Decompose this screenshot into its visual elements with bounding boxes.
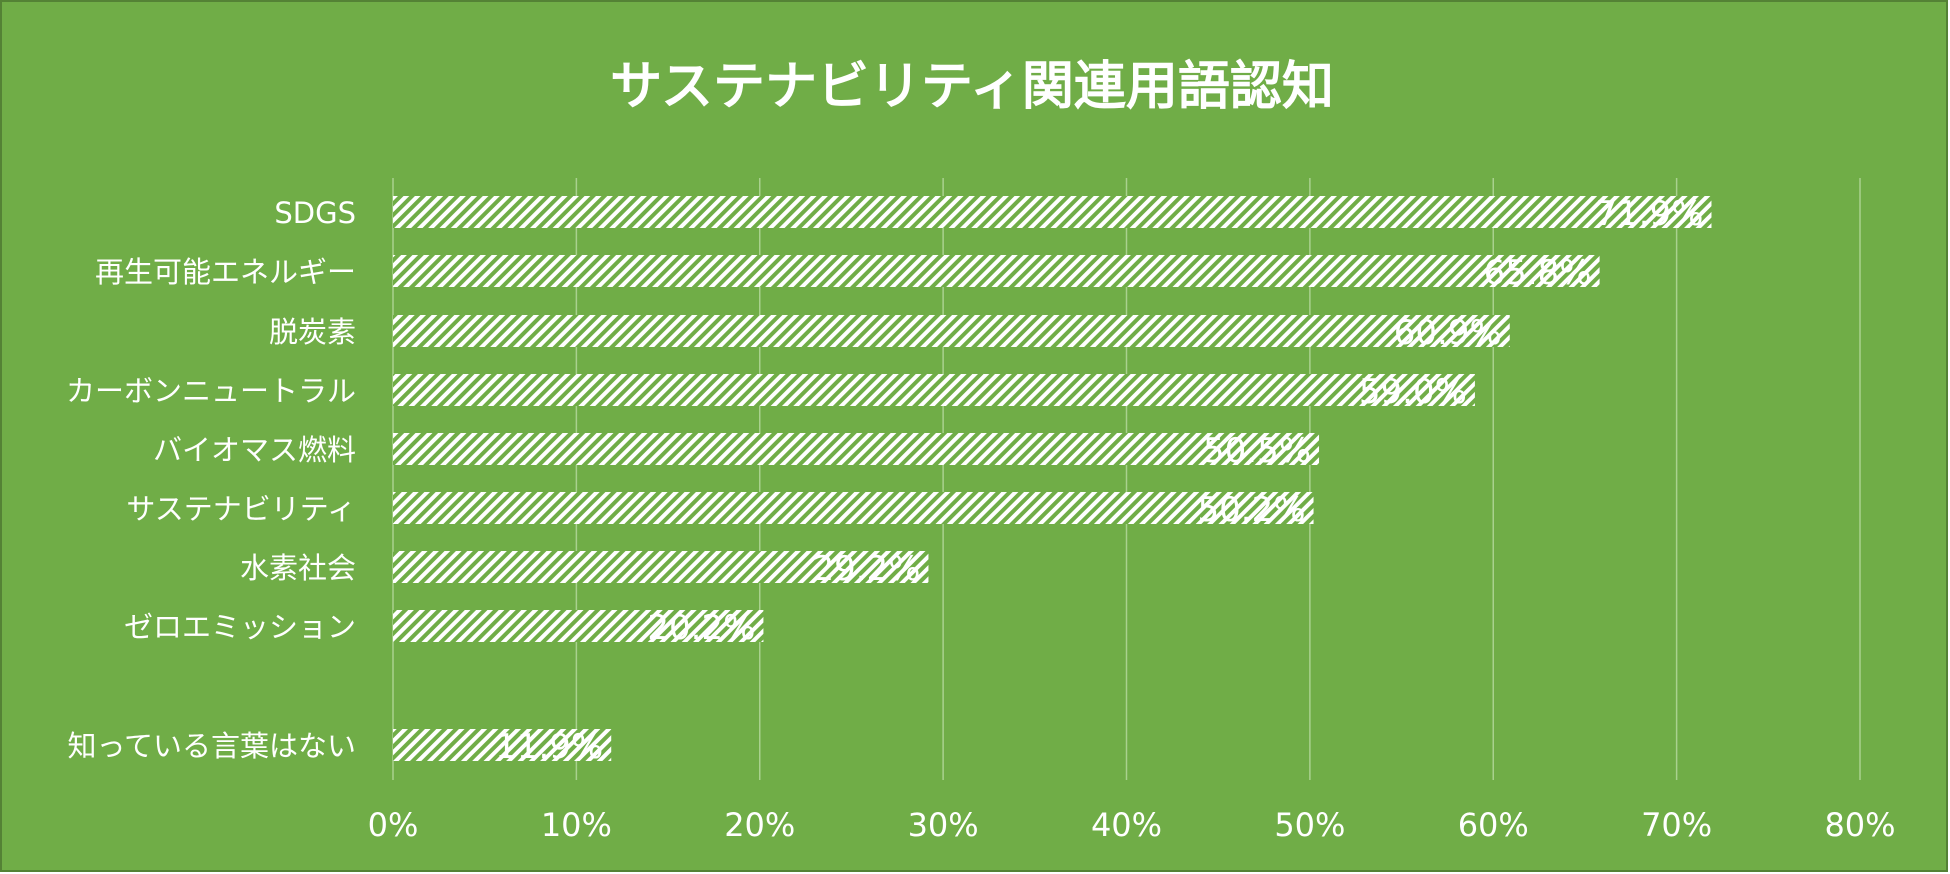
category-label: 再生可能エネルギー: [95, 255, 356, 289]
category-labels: SDGS 再生可能エネルギー脱炭素カーボンニュートラルバイオマス燃料サステナビリテ…: [66, 196, 356, 763]
data-label: 50.2%: [1198, 490, 1306, 530]
x-tick-label: 30%: [908, 806, 979, 844]
x-tick-label: 10%: [541, 806, 612, 844]
x-tick-label: 60%: [1458, 806, 1529, 844]
category-label: バイオマス燃料: [153, 433, 356, 467]
data-label: 50.5%: [1203, 431, 1311, 471]
bar: [393, 492, 1314, 524]
bar: [393, 196, 1712, 228]
category-label: ゼロエミッション: [124, 610, 356, 644]
x-tick-label: 40%: [1091, 806, 1162, 844]
category-label: サステナビリティ: [126, 492, 356, 526]
data-label: 60.9%: [1394, 313, 1502, 353]
x-tick-label: 20%: [724, 806, 795, 844]
bar: [393, 255, 1600, 287]
bar: [393, 729, 612, 761]
bar: [393, 315, 1510, 347]
x-axis-ticks: 0% 10% 20% 30% 40% 50% 60% 70% 80%: [368, 806, 1896, 844]
category-label: カーボンニュートラル: [66, 374, 356, 408]
bar: [393, 374, 1475, 406]
x-tick-label: 70%: [1641, 806, 1712, 844]
chart-title: サステナビリティ関連用語認知: [610, 57, 1334, 117]
data-labels: 71.9%65.8% 60.9% 59.0% 50.5% 50.2% 29.2% 20.2%…: [495, 194, 1703, 767]
bars: [393, 196, 1712, 761]
data-label: 65.8%: [1484, 253, 1592, 293]
bar: [393, 433, 1320, 465]
data-label: 20.2%: [647, 608, 755, 648]
x-tick-label: 80%: [1824, 806, 1895, 844]
bar: [393, 610, 764, 642]
category-label: 知っている言葉はない: [67, 729, 356, 763]
category-label: 脱炭素: [269, 315, 356, 349]
data-label: 29.2%: [812, 549, 920, 589]
data-label: 11.9%: [495, 727, 603, 767]
data-label: 59.0%: [1359, 372, 1467, 412]
x-tick-label: 50%: [1274, 806, 1345, 844]
bar: [393, 551, 929, 583]
data-label: 71.9%: [1595, 194, 1703, 234]
category-label: SDGS: [274, 196, 356, 230]
category-label: 水素社会: [240, 551, 356, 585]
x-tick-label: 0%: [368, 806, 419, 844]
